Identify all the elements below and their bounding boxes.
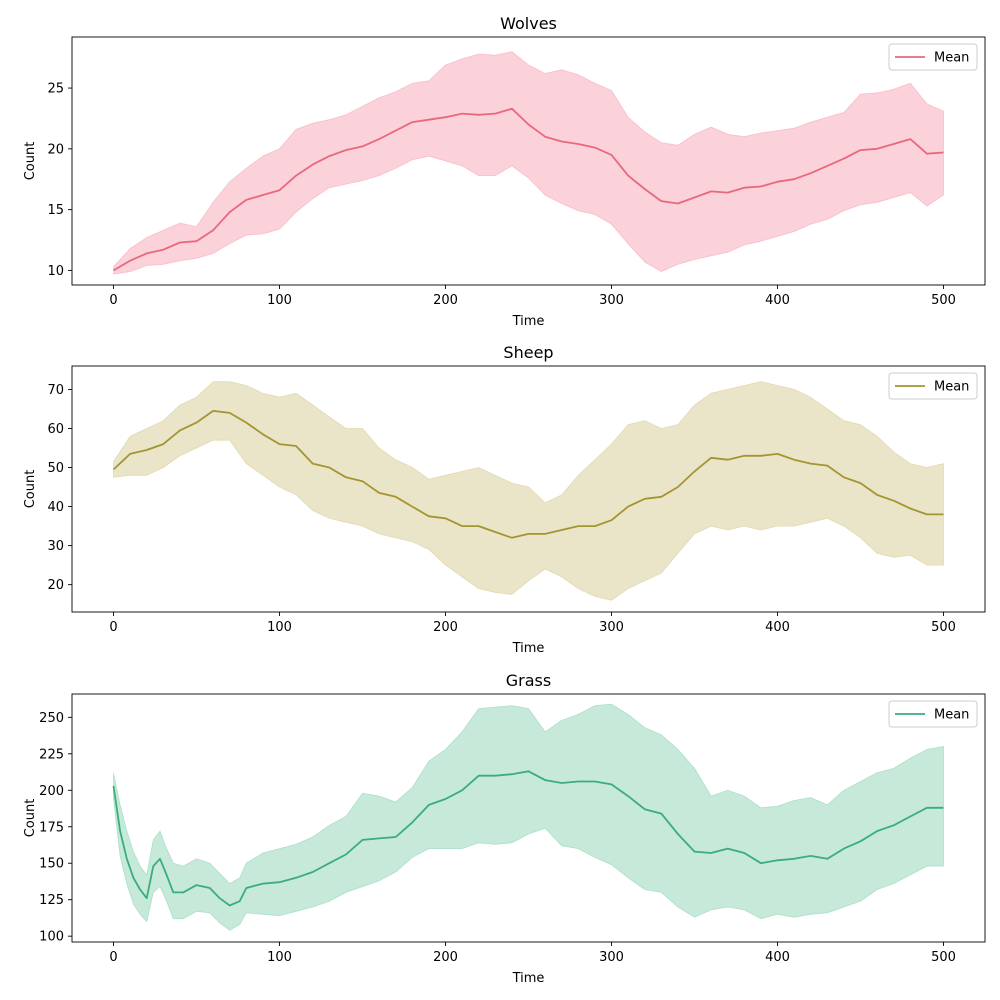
x-tick-label: 100 xyxy=(267,950,292,965)
subplot-title: Sheep xyxy=(503,343,553,362)
x-tick-label: 200 xyxy=(433,950,458,965)
x-axis-label: Time xyxy=(512,641,545,656)
confidence-band xyxy=(113,381,944,601)
x-tick-label: 500 xyxy=(931,293,956,308)
subplot-title: Grass xyxy=(506,671,551,690)
subplot-grass: 0 100 200 300 400 500 100 125 150 175 200 225 250 Gra… xyxy=(23,671,986,986)
y-tick-label: 225 xyxy=(39,747,64,762)
x-tick-label: 300 xyxy=(599,620,624,635)
legend-label: Mean xyxy=(934,708,969,723)
confidence-band xyxy=(113,703,944,931)
legend: Mean xyxy=(888,43,978,71)
y-axis-label: Count xyxy=(23,142,38,181)
confidence-band xyxy=(113,51,944,275)
y-tick-label: 25 xyxy=(47,82,64,97)
y-tick-label: 30 xyxy=(47,539,64,554)
legend-box xyxy=(888,700,978,728)
y-tick-label: 250 xyxy=(39,711,64,726)
y-tick-label: 100 xyxy=(39,930,64,945)
x-tick-label: 400 xyxy=(765,293,790,308)
x-tick-label: 100 xyxy=(267,293,292,308)
mean-line xyxy=(112,770,944,907)
x-tick-label: 500 xyxy=(931,620,956,635)
x-tick-label: 300 xyxy=(599,950,624,965)
x-tick-label: 0 xyxy=(109,950,117,965)
axes-frame xyxy=(71,365,986,613)
legend-box xyxy=(888,43,978,71)
y-tick-label: 60 xyxy=(47,422,64,437)
x-tick-label: 0 xyxy=(109,620,117,635)
y-axis-label: Count xyxy=(23,799,38,838)
y-tick-label: 125 xyxy=(39,893,64,908)
x-axis-label: Time xyxy=(512,971,545,986)
subplot-title: Wolves xyxy=(500,14,557,33)
axes-frame xyxy=(71,36,986,286)
legend-label: Mean xyxy=(934,51,969,66)
x-tick-label: 400 xyxy=(765,950,790,965)
x-axis-label: Time xyxy=(512,314,545,329)
subplot-sheep: 0 100 200 300 400 500 20 30 40 50 60 70 Sheep Time Cou… xyxy=(23,343,986,656)
subplot-wolves: 0 100 200 300 400 500 10 15 20 25 Wolves Time Count M… xyxy=(23,14,986,329)
x-tick-label: 400 xyxy=(765,620,790,635)
legend: Mean xyxy=(888,700,978,728)
legend-box xyxy=(888,372,978,400)
y-tick-label: 20 xyxy=(47,142,64,157)
y-tick-label: 50 xyxy=(47,461,64,476)
mean-line xyxy=(112,410,944,539)
y-tick-label: 200 xyxy=(39,784,64,799)
axes-frame xyxy=(71,693,986,943)
x-tick-label: 500 xyxy=(931,950,956,965)
y-tick-label: 10 xyxy=(47,264,64,279)
y-tick-label: 175 xyxy=(39,820,64,835)
x-tick-label: 100 xyxy=(267,620,292,635)
legend-label: Mean xyxy=(934,380,969,395)
y-tick-label: 70 xyxy=(47,383,64,398)
y-tick-label: 40 xyxy=(47,500,64,515)
x-tick-label: 0 xyxy=(109,293,117,308)
x-tick-label: 300 xyxy=(599,293,624,308)
x-tick-label: 200 xyxy=(433,293,458,308)
mean-line xyxy=(113,107,944,272)
y-tick-label: 150 xyxy=(39,857,64,872)
y-tick-label: 15 xyxy=(47,203,64,218)
legend: Mean xyxy=(888,372,978,400)
x-tick-label: 200 xyxy=(433,620,458,635)
y-tick-label: 20 xyxy=(47,578,64,593)
y-axis-label: Count xyxy=(23,470,38,509)
